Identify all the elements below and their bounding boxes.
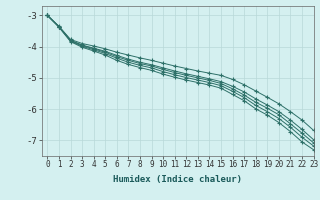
X-axis label: Humidex (Indice chaleur): Humidex (Indice chaleur) [113, 175, 242, 184]
